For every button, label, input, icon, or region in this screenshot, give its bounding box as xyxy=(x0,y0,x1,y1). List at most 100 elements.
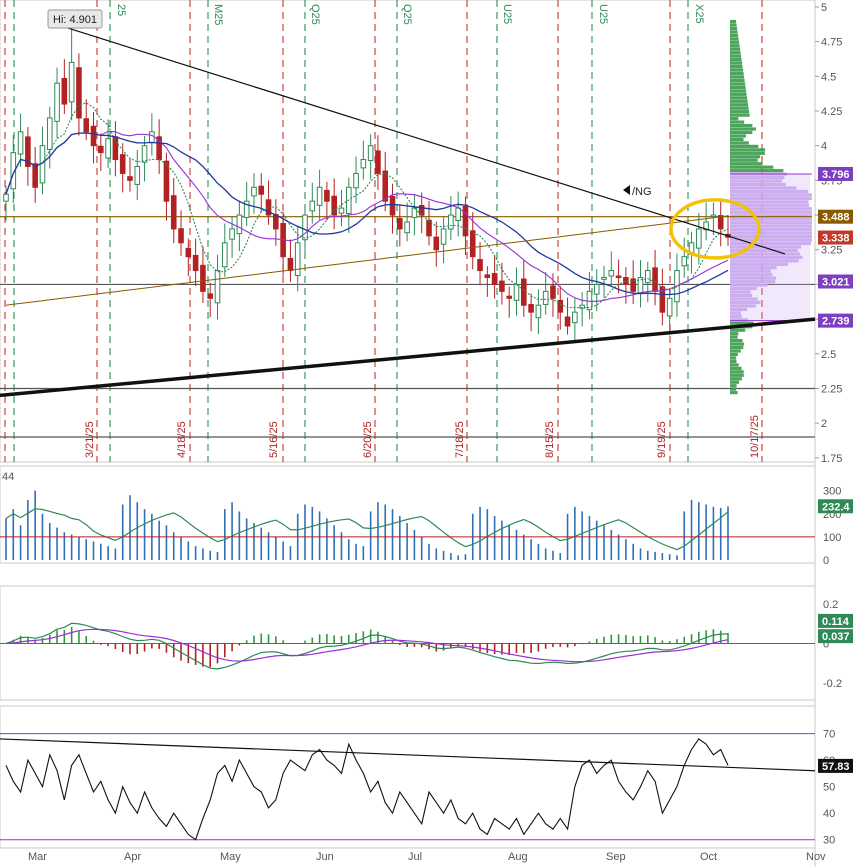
candle-body xyxy=(294,242,301,277)
volume-profile-bar xyxy=(730,30,738,34)
sma-blue-line xyxy=(5,132,729,296)
candle-body xyxy=(550,285,556,299)
candle-body xyxy=(46,117,53,151)
candle-body xyxy=(76,67,82,119)
candle-body xyxy=(360,159,367,169)
volume-tick-label: 0 xyxy=(823,555,829,567)
candle-body xyxy=(353,172,359,189)
volume-profile-bar xyxy=(730,92,747,96)
candle-body xyxy=(251,186,257,197)
volume-profile-bar xyxy=(730,120,745,124)
candle-body xyxy=(3,193,9,202)
volume-profile-bar xyxy=(730,182,786,187)
volume-panel-title: 44 xyxy=(2,471,14,483)
volume-tick-label: 100 xyxy=(823,532,841,544)
price-tick-label: 4 xyxy=(821,141,827,153)
volume-profile-bar xyxy=(730,40,740,44)
contract-marker-6: X25 xyxy=(693,4,705,24)
candle-body xyxy=(178,228,184,244)
candle-body xyxy=(644,270,651,284)
expiry-date-label-0: 3/21/25 xyxy=(84,421,96,458)
volume-profile-bar xyxy=(730,68,744,72)
candle-body xyxy=(593,283,600,295)
volume-profile-bar xyxy=(730,352,738,357)
volume-profile-bar xyxy=(730,293,753,298)
volume-profile-bar xyxy=(730,151,765,155)
candle-body xyxy=(105,138,111,159)
macd-tick-label: 0 xyxy=(823,639,829,651)
volume-profile-bar xyxy=(730,217,812,221)
volume-profile-bar xyxy=(730,75,745,79)
high-label-text: Hi: 4.901 xyxy=(53,14,97,26)
volume-profile-bar xyxy=(730,123,753,128)
volume-profile-bar xyxy=(730,203,809,207)
volume-profile-bar xyxy=(730,241,811,246)
month-label-7: Oct xyxy=(700,851,717,863)
volume-profile-bar xyxy=(730,363,739,367)
volume-profile-bar xyxy=(730,255,803,259)
volume-profile-bar xyxy=(730,207,812,211)
contract-marker-3: Q25 xyxy=(401,4,413,25)
price-tick-label: 4.75 xyxy=(821,37,842,49)
candle-body xyxy=(477,259,483,272)
volume-profile-bar xyxy=(730,189,808,194)
volume-profile-bar xyxy=(730,380,739,384)
price-tag-text-0: 3.796 xyxy=(822,169,850,181)
candle-body xyxy=(207,293,214,299)
contract-marker-5: U25 xyxy=(597,4,609,24)
volume-profile-bar xyxy=(730,130,753,135)
volume-average-line xyxy=(5,508,729,551)
volume-profile-bar xyxy=(730,71,744,76)
candle-body xyxy=(703,221,709,231)
candle-body xyxy=(382,170,389,202)
volume-profile-bar xyxy=(730,314,742,318)
volume-profile-bar xyxy=(730,37,739,41)
volume-profile-bar xyxy=(730,106,749,110)
candle-body xyxy=(411,207,418,218)
volume-profile-bar xyxy=(730,64,743,69)
macd-signal-line xyxy=(5,628,729,663)
volume-profile-bar xyxy=(730,110,750,114)
candle-body xyxy=(112,136,119,161)
candle-body xyxy=(192,254,199,272)
candle-body xyxy=(338,207,345,214)
volume-profile-bar xyxy=(730,51,741,55)
volume-profile-bar xyxy=(730,47,741,51)
volume-profile-bar xyxy=(730,99,748,103)
price-tick-label: 4.25 xyxy=(821,106,842,118)
candle-body xyxy=(17,131,24,155)
high-label-box xyxy=(47,9,103,29)
candle-body xyxy=(462,206,469,237)
volume-profile-bar xyxy=(730,349,741,353)
volume-profile-bar xyxy=(730,82,746,86)
volume-profile-bar xyxy=(730,165,774,169)
candle-body xyxy=(200,264,206,292)
candle-body xyxy=(418,204,425,216)
candle-body xyxy=(433,236,440,251)
volume-profile-bar xyxy=(730,283,768,287)
volume-last-tag xyxy=(818,499,853,514)
volume-profile-bar xyxy=(730,248,798,253)
volume-profile-bar xyxy=(730,155,761,159)
contract-marker-0: 25 xyxy=(115,4,127,16)
macd-last-value-1: 0.037 xyxy=(822,631,850,643)
rsi-tick-label: 30 xyxy=(823,835,835,847)
volume-profile-bar xyxy=(730,158,758,162)
candle-body xyxy=(710,214,717,218)
volume-profile-bar xyxy=(730,26,738,31)
candle-body xyxy=(68,61,75,103)
price-tick-label: 4.5 xyxy=(821,71,836,83)
volume-profile-bar xyxy=(730,141,749,145)
price-tag-box-1 xyxy=(818,209,853,224)
volume-profile-bar xyxy=(730,169,784,173)
candle-body xyxy=(469,230,476,258)
rsi-trendline xyxy=(0,738,816,772)
candle-body xyxy=(302,214,308,241)
price-tick-label: 1.75 xyxy=(821,453,842,465)
month-label-2: May xyxy=(220,851,241,863)
candle-body xyxy=(331,195,337,216)
volume-profile-bar xyxy=(730,373,744,377)
candle-body xyxy=(25,136,31,167)
volume-profile-bar xyxy=(730,58,742,62)
